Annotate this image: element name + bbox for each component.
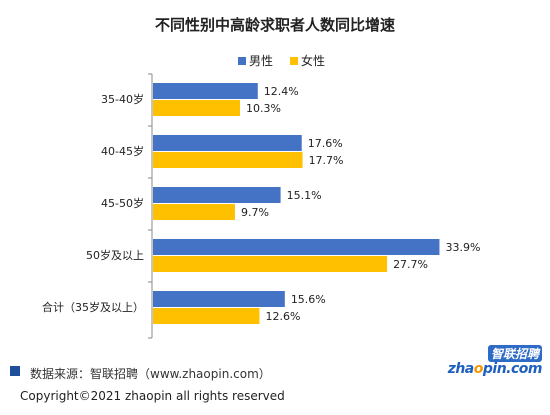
source-marker-icon xyxy=(10,366,20,376)
category-label: 50岁及以上 xyxy=(86,248,144,262)
bar-male xyxy=(153,239,440,255)
chart-title: 不同性别中高龄求职者人数同比增速 xyxy=(154,16,395,34)
legend-label-0: 男性 xyxy=(249,54,273,68)
data-label: 27.7% xyxy=(393,258,428,271)
data-label: 17.6% xyxy=(308,137,343,150)
legend-swatch-0 xyxy=(238,57,246,65)
bar-female xyxy=(153,100,241,116)
bar-male xyxy=(153,187,281,203)
bar-male xyxy=(153,135,302,151)
data-label: 10.3% xyxy=(246,102,281,115)
logo-en-text: zhaopin.com xyxy=(447,361,543,377)
legend-swatch-1 xyxy=(290,57,298,65)
bar-female xyxy=(153,308,260,324)
bar-female xyxy=(153,256,388,272)
bar-female xyxy=(153,152,303,168)
logo-cn-text: 智联招聘 xyxy=(487,345,542,362)
data-label: 9.7% xyxy=(241,206,269,219)
data-label: 15.6% xyxy=(291,293,326,306)
copyright-text: Copyright©2021 zhaopin all rights reserv… xyxy=(20,389,285,403)
legend-label-1: 女性 xyxy=(301,53,325,68)
bar-female xyxy=(153,204,235,220)
data-label: 15.1% xyxy=(287,189,322,202)
zhaopin-logo: 智联招聘 zhaopin.com xyxy=(448,345,543,381)
category-label: 45-50岁 xyxy=(101,196,144,210)
category-label: 合计（35岁及以上） xyxy=(42,300,144,314)
data-source-text: 数据来源：智联招聘（www.zhaopin.com） xyxy=(30,367,271,381)
bar-male xyxy=(153,291,285,307)
category-label: 35-40岁 xyxy=(101,92,144,106)
data-label: 33.9% xyxy=(445,241,480,254)
bar-male xyxy=(153,83,258,99)
category-label: 40-45岁 xyxy=(101,144,144,158)
data-label: 17.7% xyxy=(309,154,344,167)
data-label: 12.6% xyxy=(265,310,300,323)
data-label: 12.4% xyxy=(264,85,299,98)
